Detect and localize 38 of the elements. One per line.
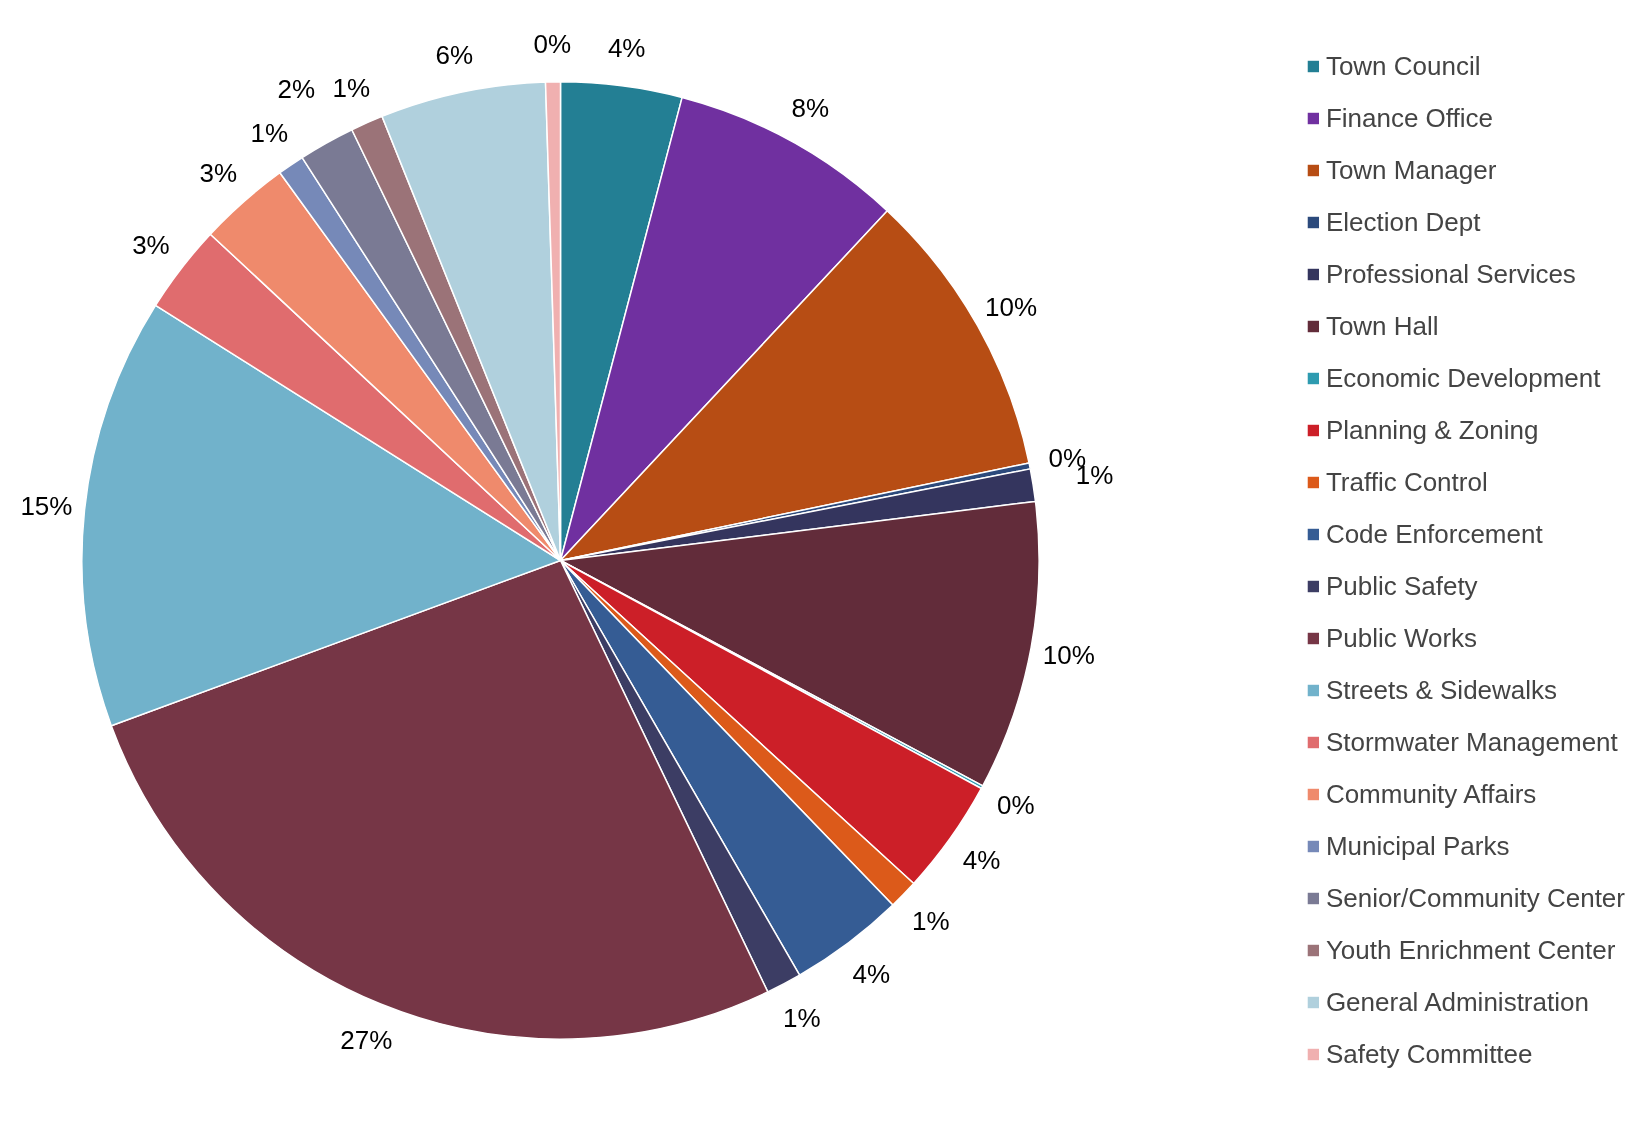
data-label: 3% <box>199 158 238 189</box>
data-label: 4% <box>607 32 646 63</box>
data-label: 0% <box>533 28 572 59</box>
legend-label: Election Dept <box>1325 206 1481 238</box>
data-label: 4% <box>852 958 891 989</box>
legend-label: Public Works <box>1325 622 1478 654</box>
data-label: 6% <box>435 39 474 70</box>
data-label: 1% <box>912 906 950 937</box>
legend-label: Municipal Parks <box>1325 830 1510 862</box>
legend-label: Streets & Sidewalks <box>1325 674 1558 706</box>
legend-label: Stormwater Management <box>1325 726 1618 758</box>
data-label: 1% <box>250 118 289 149</box>
legend-label: General Administration <box>1325 986 1589 1018</box>
data-label: 0% <box>997 790 1035 821</box>
legend-label: Town Hall <box>1325 310 1439 342</box>
legend-label: Town Manager <box>1325 154 1497 186</box>
legend-label: Code Enforcement <box>1325 518 1543 550</box>
data-label: 15% <box>20 491 73 522</box>
legend-label: Town Council <box>1325 50 1481 82</box>
legend-label: Community Affairs <box>1325 778 1537 810</box>
legend-label: Professional Services <box>1325 258 1576 290</box>
data-label: 1% <box>332 72 371 103</box>
data-label: 4% <box>962 845 1001 876</box>
legend-label: Youth Enrichment Center <box>1325 934 1616 966</box>
legend-label: Traffic Control <box>1325 466 1488 498</box>
data-label: 2% <box>277 73 315 104</box>
data-label: 3% <box>132 230 170 261</box>
data-label: 8% <box>791 92 830 123</box>
legend-label: Planning & Zoning <box>1325 414 1539 446</box>
data-label: 10% <box>1042 639 1095 670</box>
legend-label: Economic Development <box>1325 362 1601 394</box>
legend-label: Safety Committee <box>1325 1038 1533 1070</box>
legend-label: Finance Office <box>1325 102 1494 134</box>
data-label: 10% <box>985 292 1038 323</box>
data-label: 1% <box>782 1002 821 1033</box>
legend-label: Public Safety <box>1325 570 1478 602</box>
data-label: 27% <box>340 1024 393 1055</box>
legend-label: Senior/Community Center <box>1325 882 1625 914</box>
